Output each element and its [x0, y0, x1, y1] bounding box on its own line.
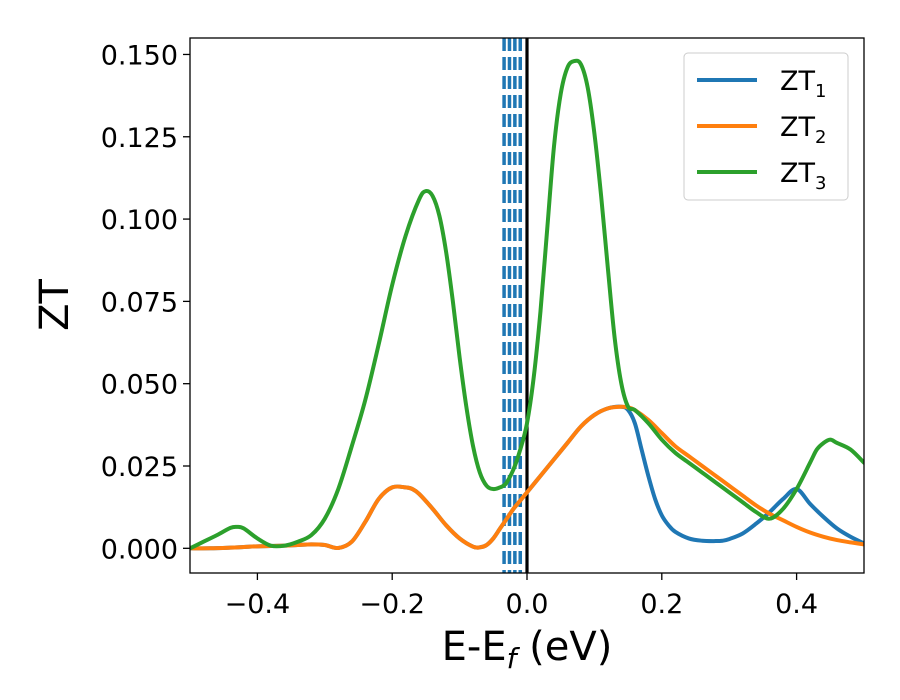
y-tick-label: 0.025	[101, 452, 178, 483]
y-axis-title: ZT	[32, 279, 78, 331]
y-tick-label: 0.100	[101, 205, 178, 236]
legend-label-3: ZT3	[780, 158, 826, 194]
y-axis-ticks: 0.000 0.025 0.050 0.075 0.100 0.125 0.150	[101, 40, 190, 565]
x-tick-label: −0.4	[225, 589, 291, 620]
y-tick-label: 0.075	[101, 287, 178, 318]
legend-frame	[683, 52, 849, 201]
y-tick-label: 0.150	[101, 40, 178, 71]
x-tick-label: −0.2	[359, 589, 425, 620]
x-axis-title: E-Ef (eV)	[442, 624, 613, 675]
y-tick-label: 0.000	[101, 534, 178, 565]
x-axis-ticks: −0.4 −0.2 0.0 0.2 0.4	[225, 573, 818, 620]
legend-label-2: ZT2	[780, 112, 826, 148]
series-line-2	[190, 404, 864, 551]
series-line-3	[190, 58, 864, 551]
x-axis-title-main: E-E	[442, 624, 507, 670]
y-tick-label: 0.050	[101, 370, 178, 401]
legend-label-1: ZT1	[780, 66, 826, 102]
legend: ZT1 ZT2 ZT3	[683, 52, 849, 201]
x-tick-label: 0.4	[775, 589, 818, 620]
x-tick-label: 0.0	[506, 589, 549, 620]
y-tick-label: 0.125	[101, 123, 178, 154]
x-axis-title-tail: (eV)	[516, 624, 612, 670]
x-tick-label: 0.2	[640, 589, 683, 620]
series-lines	[190, 58, 864, 551]
